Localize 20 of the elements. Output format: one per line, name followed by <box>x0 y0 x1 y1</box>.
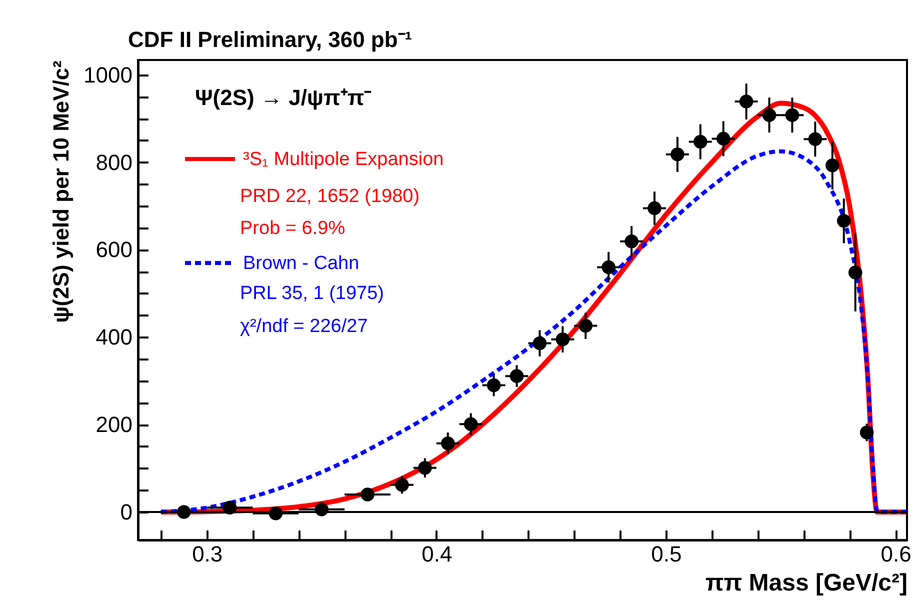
y-tick-label: 800 <box>96 150 132 175</box>
chart-title: CDF II Preliminary, 360 pb⁻¹ <box>128 27 412 52</box>
y-tick-label: 200 <box>96 412 132 438</box>
x-axis-title: ππ Mass [GeV/c²] <box>705 570 908 596</box>
annotation: PRD 22, 1652 (1980) <box>240 186 420 207</box>
y-tick-label: 600 <box>96 237 132 262</box>
y-tick-label: 400 <box>96 324 132 350</box>
annotation: Ψ(2S) → J/ψπ⁺π⁻ <box>195 85 372 110</box>
y-axis-title: ψ(2S) yield per 10 MeV/c² <box>48 60 74 323</box>
x-tick-label: 0.6 <box>880 542 912 566</box>
y-tick-label: 1000 <box>84 62 132 88</box>
annotation: χ²/ndf = 226/27 <box>240 316 368 337</box>
x-tick-label: 0.4 <box>422 542 452 566</box>
legend-label: Brown - Cahn <box>243 253 360 274</box>
x-tick-label: 0.3 <box>192 542 223 566</box>
legend-label: ³S₁ Multipole Expansion <box>243 149 444 170</box>
annotation: Prob = 6.9% <box>240 218 346 239</box>
x-tick-label: 0.5 <box>651 542 682 566</box>
y-tick-label: 0 <box>120 500 132 525</box>
annotation: PRL 35, 1 (1975) <box>240 283 384 304</box>
